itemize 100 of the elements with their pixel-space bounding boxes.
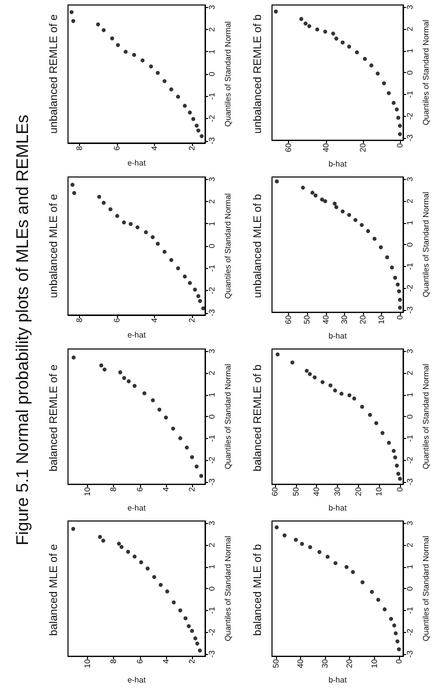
text: balanced MLE of e	[48, 544, 60, 636]
x-tick-label: 30	[340, 314, 349, 324]
y-tick-label: -1	[406, 90, 415, 98]
point	[366, 229, 370, 234]
y-tick-label: -2	[208, 286, 217, 294]
point	[394, 464, 399, 468]
x-tick-label: 6	[135, 486, 144, 492]
point	[124, 50, 128, 54]
point	[354, 50, 359, 54]
point	[182, 104, 187, 108]
point	[108, 207, 112, 212]
y-tick-label: -1	[208, 434, 217, 442]
x-axis-title: b-hat	[328, 504, 348, 512]
point	[308, 545, 312, 550]
point	[110, 36, 114, 40]
point	[176, 94, 180, 99]
point	[397, 289, 402, 294]
x-axis-title: e-hat	[127, 676, 146, 684]
x-tick-label: 4	[161, 486, 170, 492]
text: Figure 5.1 Normal probability plots of MLEs and REMLEs	[13, 114, 32, 546]
y-tick-label: 1	[406, 392, 415, 398]
y-tick-label: 3	[208, 176, 217, 182]
y-tick-label: -3	[406, 478, 415, 486]
y-tick-label: 0	[406, 586, 415, 591]
point	[276, 352, 280, 356]
x-tick-label: 10	[376, 314, 386, 324]
y-tick-label: -1	[208, 92, 217, 100]
x-tick-label: 10	[83, 486, 92, 496]
y-tick-label: -2	[208, 456, 217, 464]
y-tick-label: -3	[406, 134, 415, 142]
point	[274, 179, 279, 184]
point	[162, 250, 167, 254]
x-tick-label: 2	[188, 658, 197, 664]
point	[72, 356, 76, 360]
x-tick-label: 50	[302, 314, 312, 324]
point	[282, 533, 287, 538]
point	[96, 22, 100, 26]
point	[304, 368, 309, 373]
point	[184, 616, 188, 620]
point	[132, 384, 137, 388]
point	[194, 464, 199, 469]
y-tick-label: 0	[208, 243, 217, 248]
x-tick-label: 6	[112, 317, 122, 322]
point	[135, 225, 140, 230]
x-tick-label: 8	[109, 486, 118, 492]
point	[386, 440, 391, 445]
point	[382, 607, 387, 612]
x-tick-label: 2	[187, 145, 196, 150]
point	[340, 40, 345, 45]
point	[192, 288, 197, 292]
point	[394, 631, 398, 636]
x-tick-label: 0	[395, 314, 404, 320]
point	[369, 63, 374, 68]
point	[372, 236, 377, 241]
point	[376, 71, 380, 76]
point	[122, 376, 126, 380]
point	[157, 408, 162, 412]
point	[347, 393, 352, 398]
point	[307, 24, 312, 28]
point	[299, 16, 304, 21]
point	[395, 639, 400, 644]
x-tick-label: 4	[150, 317, 159, 322]
point	[350, 570, 355, 574]
point	[196, 294, 200, 298]
y-tick-label: 1	[208, 220, 217, 226]
point	[150, 235, 155, 240]
point	[347, 44, 352, 49]
x-tick-label: 10	[370, 658, 379, 668]
x-tick-label: 0	[395, 142, 404, 148]
y-tick-label: 0	[208, 71, 217, 76]
point	[70, 182, 75, 187]
point	[172, 600, 176, 604]
point	[353, 218, 358, 222]
y-tick-label: 3	[208, 520, 217, 526]
point	[389, 616, 394, 621]
point	[320, 380, 325, 384]
y-tick-label: -3	[208, 478, 217, 486]
y-tick-label: 3	[406, 520, 415, 526]
point	[71, 526, 76, 531]
y-axis-title: Quantiles of Standard Normal	[224, 536, 232, 642]
point	[116, 43, 120, 48]
point	[360, 222, 364, 227]
point	[184, 446, 189, 450]
x-tick-label: 0	[395, 486, 404, 492]
x-axis-title: e-hat	[127, 330, 146, 340]
x-tick-label: 10	[83, 658, 92, 668]
point	[194, 124, 199, 128]
point	[156, 242, 160, 246]
point	[396, 472, 400, 476]
point	[320, 197, 324, 202]
x-tick-label: 10	[374, 486, 384, 496]
point	[182, 274, 187, 278]
y-tick-label: 1	[406, 564, 415, 570]
point	[323, 30, 328, 34]
point	[392, 100, 396, 105]
y-tick-label: -2	[406, 284, 415, 292]
point	[312, 375, 317, 380]
x-axis-title: b-hat	[328, 332, 348, 340]
point	[169, 87, 174, 92]
point	[156, 70, 160, 75]
